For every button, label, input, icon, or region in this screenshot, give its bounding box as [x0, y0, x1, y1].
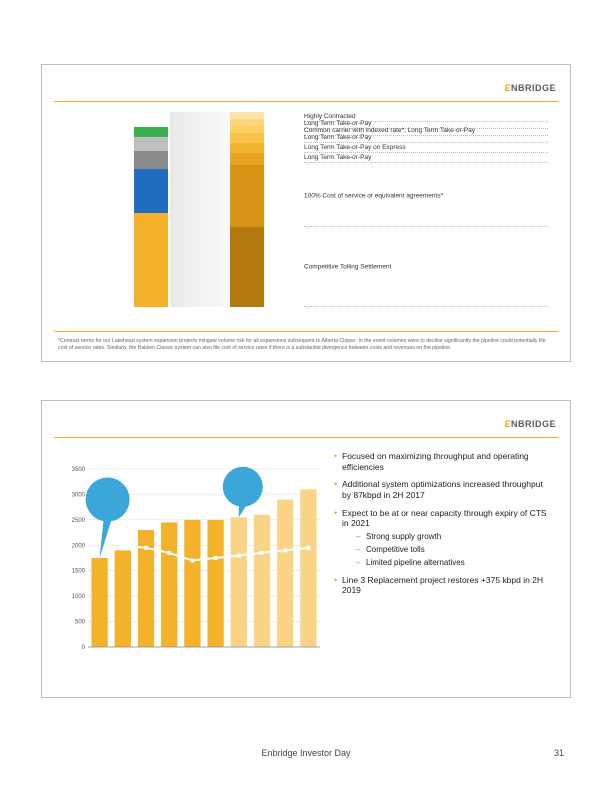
bullet-2: Additional system optimizations increase… — [334, 479, 552, 500]
svg-text:2500: 2500 — [72, 518, 86, 524]
stack-segment — [230, 227, 264, 307]
bullet-3: Expect to be at or near capacity through… — [334, 508, 552, 568]
stack-label-text: Long Term Take-or-Pay — [304, 133, 548, 143]
stack-segment — [230, 143, 264, 153]
svg-text:2000: 2000 — [72, 543, 86, 549]
stack-segment — [134, 137, 168, 151]
bullet-3-sub-3: Limited pipeline alternatives — [356, 558, 552, 568]
stack-segment — [230, 126, 264, 133]
page-number: 31 — [554, 748, 564, 758]
stack-segment — [134, 151, 168, 169]
stack-right — [230, 112, 264, 307]
svg-text:0: 0 — [82, 645, 86, 651]
bar-chart-svg: 0 500 1000 1500 2000 2500 3000 3500 — [60, 451, 326, 661]
stack-segment — [230, 153, 264, 165]
bullet-list: Focused on maximizing throughput and ope… — [334, 451, 552, 675]
stack-label: Competitive Tolling Settlement — [304, 227, 548, 307]
stack-segment — [134, 169, 168, 213]
stack-label-text: Competitive Tolling Settlement — [304, 262, 548, 271]
stack-label: Common carrier with indexed rate*; Long … — [304, 126, 548, 133]
stack-left — [134, 127, 168, 307]
logo: ENBRIDGE — [504, 83, 556, 93]
stack-label-text: Long Term Take-or-Pay on Express — [304, 143, 548, 153]
stack-label: Long Term Take-or-Pay — [304, 153, 548, 165]
bullet-3-text: Expect to be at or near capacity through… — [342, 508, 547, 529]
stack-segment — [230, 112, 264, 119]
rule-top — [54, 101, 558, 102]
stack-shadow — [170, 112, 230, 307]
logo: ENBRIDGE — [504, 419, 556, 429]
slide-2-body: 0 500 1000 1500 2000 2500 3000 3500 Focused on … — [60, 451, 552, 675]
rule-bottom — [54, 331, 558, 332]
stack-label: Long Term Take-or-Pay — [304, 133, 548, 143]
stack-segment — [230, 119, 264, 126]
bullet-4: Line 3 Replacement project restores +375… — [334, 575, 552, 596]
footnote-area: *Contract terms for our Lakehead system … — [54, 331, 558, 353]
slide-2-inner: ENBRIDGE 0 500 1000 1500 2000 2500 3000 3500 Fo… — [54, 411, 558, 689]
logo-text: NBRIDGE — [511, 83, 556, 93]
stack-label: Long Term Take-or-Pay on Express — [304, 143, 548, 153]
bullet-1: Focused on maximizing throughput and ope… — [334, 451, 552, 472]
svg-text:500: 500 — [75, 620, 86, 626]
label-column: Highly ContractedLong Term Take-or-PayCo… — [304, 112, 548, 307]
bullet-3-sub-1: Strong supply growth — [356, 532, 552, 542]
stack-segment — [134, 213, 168, 307]
footer-title: Enbridge Investor Day — [0, 748, 612, 758]
slide-1: ENBRIDGE Highly ContractedLong Term Take… — [41, 64, 571, 362]
stack-label: Long Term Take-or-Pay — [304, 119, 548, 126]
logo-text: NBRIDGE — [511, 419, 556, 429]
stack-label: Highly Contracted — [304, 112, 548, 119]
stack-segment — [230, 133, 264, 143]
bar-chart: 0 500 1000 1500 2000 2500 3000 3500 — [60, 451, 326, 675]
rule-top — [54, 437, 558, 438]
svg-text:3000: 3000 — [72, 492, 86, 498]
svg-text:3500: 3500 — [72, 467, 86, 473]
slide-1-inner: ENBRIDGE Highly ContractedLong Term Take… — [54, 75, 558, 353]
stack-segment — [134, 127, 168, 137]
svg-text:1500: 1500 — [72, 569, 86, 575]
svg-text:1000: 1000 — [72, 594, 86, 600]
bullet-3-sub-2: Competitive tolls — [356, 545, 552, 555]
stacked-comparison-chart: Highly ContractedLong Term Take-or-PayCo… — [64, 125, 548, 307]
stack-segment — [230, 165, 264, 227]
stack-label: 100% Cost of service or equivalent agree… — [304, 165, 548, 227]
stack-label-text: 100% Cost of service or equivalent agree… — [304, 191, 548, 200]
footnote-text: *Contract terms for our Lakehead system … — [54, 336, 558, 353]
stack-label-text: Long Term Take-or-Pay — [304, 153, 548, 163]
slide-2: ENBRIDGE 0 500 1000 1500 2000 2500 3000 3500 Fo… — [41, 400, 571, 698]
